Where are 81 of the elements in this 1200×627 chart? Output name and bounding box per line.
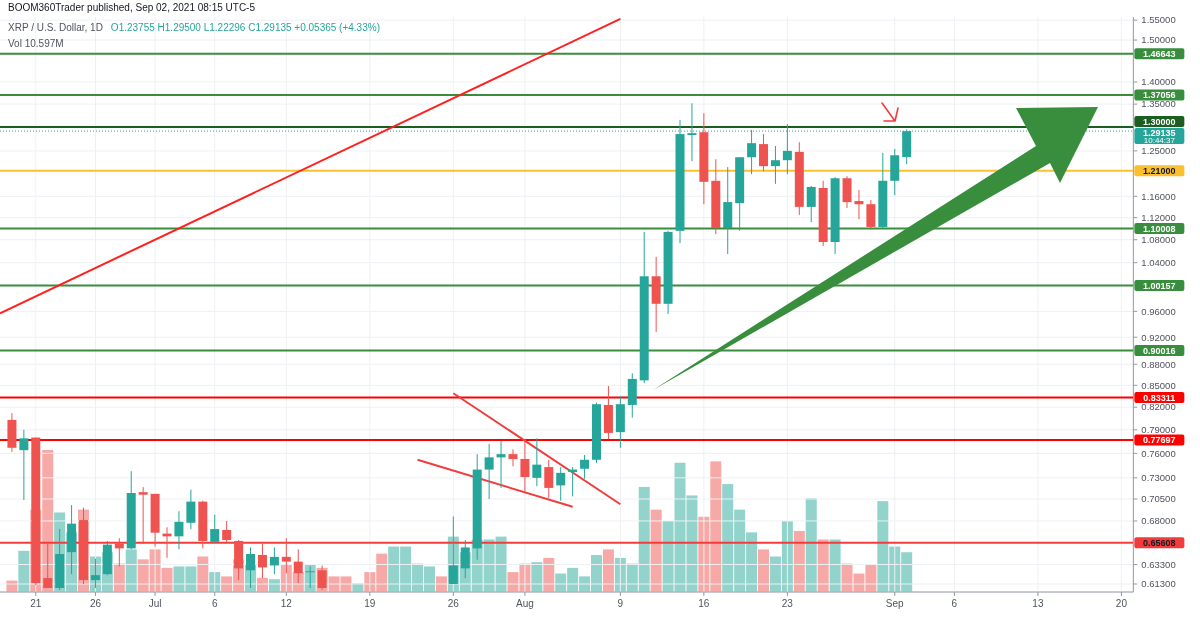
y-tick-label: 0.76000 xyxy=(1141,447,1176,459)
y-tick-label: 1.04000 xyxy=(1141,257,1176,269)
candlestick xyxy=(759,133,769,172)
x-tick-label: 21 xyxy=(30,598,42,609)
y-tick-label: 0.68000 xyxy=(1141,515,1176,527)
candlestick xyxy=(186,489,196,530)
candlestick xyxy=(580,454,590,480)
x-tick-label: 13 xyxy=(1032,598,1044,609)
bar xyxy=(758,549,770,592)
bar xyxy=(18,550,30,592)
x-tick-label: 6 xyxy=(951,598,958,609)
ref-line-label: 1.46643 xyxy=(1143,48,1176,59)
x-tick-label: 6 xyxy=(211,598,218,609)
ref-line-label: 0.90016 xyxy=(1143,345,1176,356)
y-tick-label: 0.92000 xyxy=(1141,331,1176,343)
candlestick xyxy=(806,185,816,223)
x-tick-label: Sep xyxy=(885,598,905,609)
y-tick-label: 0.79000 xyxy=(1141,424,1176,436)
y-tick-label: 1.35000 xyxy=(1141,98,1176,110)
ref-line-label: 1.29135 xyxy=(1143,127,1176,138)
candlestick xyxy=(138,486,148,545)
y-tick-label: 0.82000 xyxy=(1141,401,1176,413)
y-tick-label: 0.96000 xyxy=(1141,305,1176,317)
ref-line-label: 1.00157 xyxy=(1143,280,1176,291)
candlestick xyxy=(246,546,256,589)
annotation: Vol 10.597M xyxy=(8,38,64,49)
bar xyxy=(602,549,614,592)
y-tick-label: 1.08000 xyxy=(1141,234,1176,246)
annotation: O1.23755 H1.29500 L1.22296 C1.29135 +0.05365 (+4.33%) xyxy=(110,22,380,33)
ref-line-label: 0.65608 xyxy=(1143,537,1176,548)
y-tick-label: 1.55000 xyxy=(1141,14,1176,26)
y-tick-label: 1.25000 xyxy=(1141,145,1176,157)
text: XRP / U.S. Dollar, 1D xyxy=(8,22,103,33)
y-tick-label: 0.70500 xyxy=(1141,493,1176,505)
candlestick xyxy=(544,459,554,499)
x-tick-label: 26 xyxy=(89,598,102,609)
candlestick xyxy=(496,440,506,489)
x-tick-label: 16 xyxy=(698,598,710,609)
y-tick-label: 0.85000 xyxy=(1141,379,1176,391)
ref-line-label: 1.30000 xyxy=(1143,116,1176,127)
y-tick-label: 1.50000 xyxy=(1141,34,1176,46)
candlestick xyxy=(866,199,876,229)
candlestick xyxy=(842,175,852,209)
x-tick-label: 9 xyxy=(617,598,624,609)
candlestick xyxy=(43,542,53,589)
candlestick xyxy=(770,145,780,185)
x-tick-label: 12 xyxy=(280,598,293,609)
candlestick xyxy=(174,510,184,550)
ref-line-label: 1.10008 xyxy=(1143,223,1176,234)
x-tick-label: 23 xyxy=(781,598,794,609)
candlestick xyxy=(19,429,29,501)
bar xyxy=(650,509,662,592)
bar xyxy=(793,530,805,592)
y-tick-label: 0.61300 xyxy=(1141,578,1176,590)
x-tick-label: Jul xyxy=(148,598,162,609)
candlestick xyxy=(532,437,542,487)
candlestick xyxy=(484,443,494,500)
ref-line-label: 1.37056 xyxy=(1143,90,1176,101)
ref-line-label: 0.83311 xyxy=(1143,392,1176,403)
y-tick-label: 1.16000 xyxy=(1141,190,1176,202)
y-tick-label: 0.88000 xyxy=(1141,358,1176,370)
bar xyxy=(805,498,817,592)
y-tick-label: 1.40000 xyxy=(1141,76,1176,88)
candlestick xyxy=(222,520,232,544)
candlestick xyxy=(556,466,566,502)
text: 10:44:37 xyxy=(1143,135,1176,145)
y-tick-label: 0.63300 xyxy=(1141,558,1176,570)
x-tick-label: Aug xyxy=(516,598,534,609)
candlestick xyxy=(520,438,530,492)
candlestick xyxy=(269,546,279,575)
x-tick-label: 19 xyxy=(364,598,376,609)
candlestick xyxy=(854,189,864,220)
candlestick xyxy=(508,448,518,467)
x-tick-label: 20 xyxy=(1115,598,1128,609)
y-tick-label: 0.73000 xyxy=(1141,472,1176,484)
ref-line-label: 1.21000 xyxy=(1143,165,1176,176)
text: BOOM360Trader published, Sep 02, 2021 08:15 UTC-5 xyxy=(8,2,256,13)
y-tick-label: 1.12000 xyxy=(1141,211,1176,223)
ref-line-label: 0.77697 xyxy=(1143,435,1176,446)
x-tick-label: 26 xyxy=(447,598,460,609)
candlestick xyxy=(210,514,220,544)
